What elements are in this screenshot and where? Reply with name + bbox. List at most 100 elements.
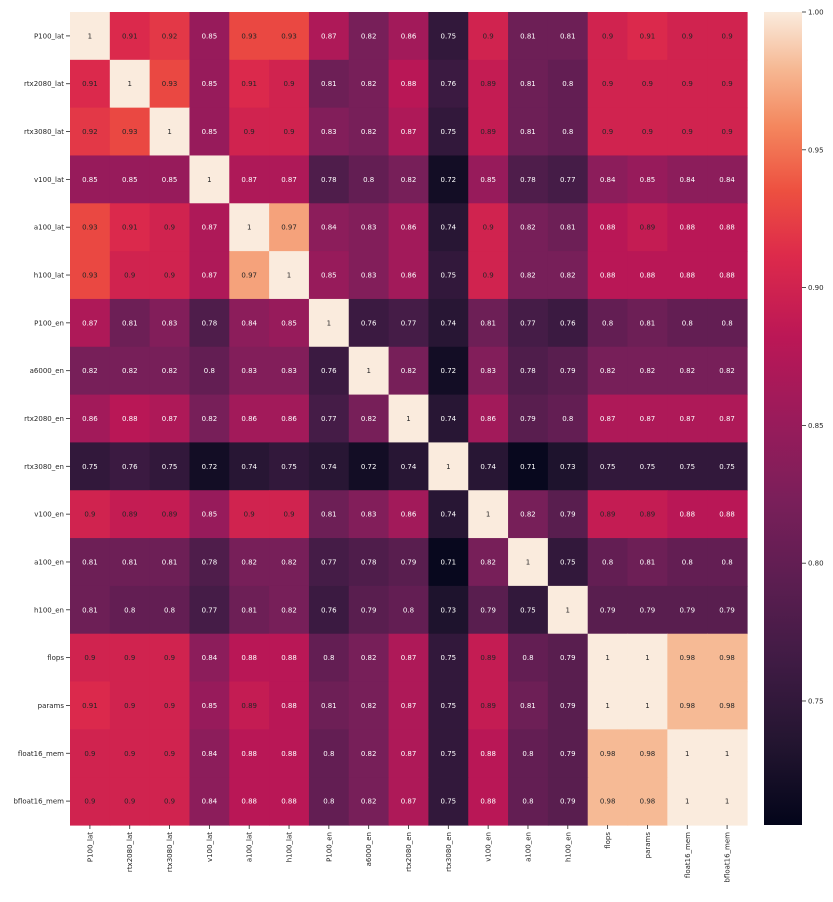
cell-value-label: 0.76	[321, 367, 337, 375]
cell-value-label: 0.88	[719, 224, 735, 232]
cell-value-label: 0.8	[722, 558, 733, 566]
heatmap-cell	[109, 394, 151, 444]
cell-value-label: 0.87	[202, 272, 218, 280]
cell-value-label: 0.88	[719, 511, 735, 519]
heatmap-cell	[508, 729, 549, 778]
heatmap-cell	[269, 442, 310, 491]
heatmap-cell	[388, 633, 430, 683]
heatmap-cell	[587, 346, 629, 396]
cell-value-label: 0.75	[441, 128, 457, 136]
cell-value-label: 0.98	[679, 702, 695, 710]
cell-value-label: 0.88	[241, 798, 257, 806]
y-tick-label: rtx2080_lat	[24, 80, 64, 88]
cell-value-label: 0.78	[520, 176, 536, 184]
cell-value-label: 0.87	[162, 415, 178, 423]
heatmap-cell	[707, 346, 748, 396]
cell-value-label: 0.86	[82, 415, 98, 423]
cell-value-label: 0.76	[441, 80, 457, 88]
colorbar-tick-label: 0.75	[808, 697, 824, 705]
heatmap-cell	[587, 394, 629, 444]
cell-value-label: 0.87	[281, 176, 297, 184]
heatmap-cell	[269, 394, 310, 444]
heatmap-cell	[109, 633, 151, 683]
cell-value-label: 0.82	[202, 415, 218, 423]
heatmap-cell	[70, 633, 111, 683]
heatmap-cell	[109, 59, 151, 109]
cell-value-label: 0.86	[480, 415, 496, 423]
y-tick-label: rtx3080_en	[24, 463, 64, 471]
cell-value-label: 0.82	[560, 272, 576, 280]
cell-value-label: 0.87	[719, 415, 735, 423]
heatmap-cell	[149, 155, 191, 204]
y-tick-label: v100_lat	[34, 176, 64, 184]
cell-value-label: 0.86	[401, 32, 417, 40]
cell-value-label: 0.75	[560, 558, 576, 566]
y-tick-label: flops	[47, 654, 64, 662]
cell-value-label: 0.77	[401, 319, 417, 327]
heatmap-cell	[229, 442, 270, 491]
heatmap-cell	[70, 298, 111, 348]
heatmap-cell	[508, 633, 549, 683]
heatmap-cell	[468, 633, 509, 683]
heatmap-cell	[587, 585, 629, 635]
cell-value-label: 0.82	[361, 702, 377, 710]
cell-value-label: 0.81	[520, 32, 536, 40]
cell-value-label: 0.84	[202, 654, 218, 662]
cell-value-label: 0.88	[679, 272, 695, 280]
cell-value-label: 0.88	[281, 798, 297, 806]
cell-value-label: 0.88	[241, 750, 257, 758]
cell-value-label: 0.82	[401, 176, 417, 184]
cell-value-label: 0.74	[401, 463, 417, 471]
y-tick-label: rtx2080_en	[24, 415, 64, 423]
heatmap-cell	[348, 155, 390, 204]
cell-value-label: 0.82	[162, 367, 178, 375]
cell-value-label: 0.77	[321, 415, 337, 423]
cell-value-label: 1	[685, 750, 689, 758]
cell-value-label: 0.72	[202, 463, 218, 471]
cell-value-label: 1	[247, 224, 251, 232]
heatmap-cell	[428, 394, 469, 444]
cell-value-label: 0.75	[520, 606, 536, 614]
cell-value-label: 0.82	[520, 224, 536, 232]
cell-value-label: 0.79	[560, 654, 576, 662]
cell-value-label: 0.88	[600, 272, 616, 280]
cell-value-label: 0.9	[164, 750, 175, 758]
heatmap-cell	[269, 251, 310, 300]
cell-value-label: 0.85	[640, 176, 656, 184]
heatmap-cell	[587, 729, 629, 778]
heatmap-cell	[308, 251, 350, 300]
heatmap-cell	[587, 538, 629, 587]
cell-value-label: 0.82	[281, 558, 297, 566]
cell-value-label: 0.91	[82, 80, 98, 88]
cell-value-label: 0.89	[640, 224, 656, 232]
cell-value-label: 0.85	[82, 176, 98, 184]
cell-value-label: 0.81	[122, 319, 138, 327]
heatmap-cell	[348, 394, 390, 444]
cell-value-label: 0.79	[719, 606, 735, 614]
heatmap-cell	[587, 442, 629, 491]
cell-value-label: 0.82	[361, 128, 377, 136]
heatmap-cell	[308, 155, 350, 204]
heatmap-cell	[388, 346, 430, 396]
x-tick-label: rtx2080_en	[405, 832, 413, 872]
heatmap-cell	[428, 59, 469, 109]
y-tick-label: P100_en	[34, 319, 64, 327]
heatmap-cell	[468, 203, 509, 252]
heatmap-cell	[627, 490, 668, 539]
cell-value-label: 0.87	[321, 32, 337, 40]
x-tick-label: a6000_en	[365, 832, 373, 866]
x-tick-label: v100_lat	[206, 832, 214, 862]
heatmap-cell	[587, 298, 629, 348]
heatmap-cell	[707, 681, 748, 730]
colorbar-tick-label: 1.00	[808, 9, 824, 17]
cell-value-label: 0.78	[202, 558, 218, 566]
heatmap-cell	[149, 585, 191, 635]
cell-value-label: 0.88	[719, 272, 735, 280]
heatmap-cell	[627, 777, 668, 826]
heatmap-cell	[269, 346, 310, 396]
cell-value-label: 0.78	[202, 319, 218, 327]
cell-value-label: 0.98	[640, 798, 656, 806]
cell-value-label: 0.79	[401, 558, 417, 566]
y-tick-label: a100_lat	[34, 224, 64, 232]
cell-value-label: 0.9	[164, 654, 175, 662]
